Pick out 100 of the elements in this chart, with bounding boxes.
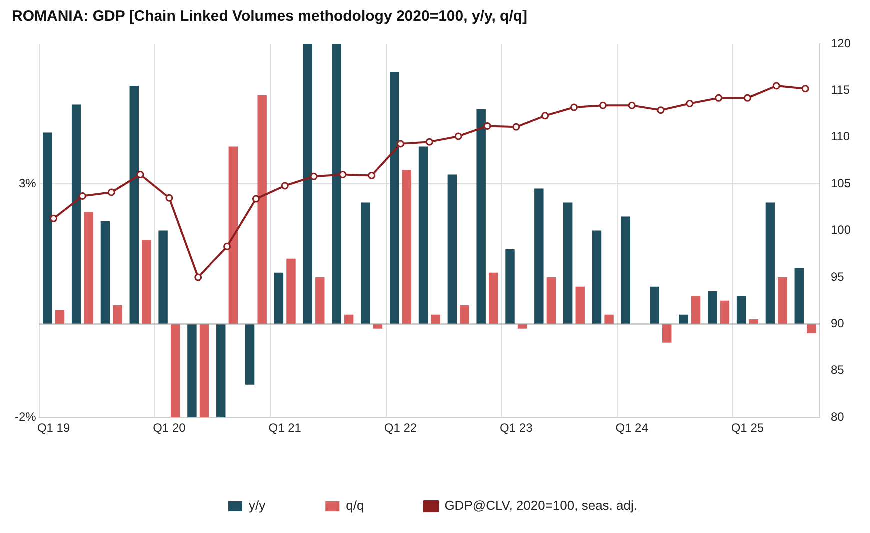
bar xyxy=(546,278,556,324)
bar xyxy=(303,44,312,324)
bar xyxy=(534,188,544,324)
point xyxy=(744,94,752,102)
x-tick-label: Q1 22 xyxy=(384,421,418,436)
y-tick-label: 3% xyxy=(18,176,37,190)
y2-tick-label: 85 xyxy=(830,363,845,378)
bar xyxy=(679,314,688,324)
bar xyxy=(332,44,342,324)
point xyxy=(194,274,202,282)
bar xyxy=(621,216,631,324)
bar xyxy=(766,202,776,324)
x-tick-label: Q1 21 xyxy=(268,421,302,436)
y-tick-label: -2% xyxy=(14,410,37,424)
chart-title: ROMANIA: GDP [Chain Linked Volumes methodology 2020=100, y/y, q/q] xyxy=(12,8,528,26)
bar xyxy=(460,306,470,324)
bar xyxy=(55,310,65,324)
bar xyxy=(245,324,255,385)
point xyxy=(166,194,174,202)
y2-tick-label: 115 xyxy=(830,83,850,98)
point xyxy=(252,195,260,203)
legend-label: GDP@CLV, 2020=100, seas. adj. xyxy=(444,498,638,514)
bar xyxy=(506,249,515,324)
bar xyxy=(228,146,238,324)
bar xyxy=(72,104,82,324)
y2-tick-label: 95 xyxy=(830,270,845,284)
x-tick-label: Q1 24 xyxy=(616,421,649,436)
point xyxy=(628,102,636,110)
bar xyxy=(188,324,197,418)
bar xyxy=(576,286,585,324)
bar xyxy=(807,324,816,334)
bar xyxy=(691,296,701,324)
bar xyxy=(650,286,660,324)
bar xyxy=(563,202,573,324)
bar xyxy=(84,212,94,324)
bar xyxy=(476,109,486,324)
bar xyxy=(604,314,614,324)
bar xyxy=(736,296,746,324)
bar xyxy=(286,258,296,324)
point xyxy=(136,171,144,179)
bar xyxy=(373,324,383,329)
legend-label: y/y xyxy=(249,498,266,514)
y2-tick-label: 110 xyxy=(830,130,850,144)
bar xyxy=(200,324,210,418)
bar xyxy=(592,230,602,324)
point xyxy=(368,172,376,180)
point xyxy=(484,122,492,130)
point xyxy=(686,100,694,108)
bar xyxy=(794,268,804,324)
point xyxy=(802,85,810,93)
bar xyxy=(316,278,325,324)
bar xyxy=(258,95,267,324)
point xyxy=(657,106,665,114)
bar xyxy=(708,292,718,324)
bar xyxy=(43,132,52,324)
bar xyxy=(489,272,498,324)
point xyxy=(281,182,289,190)
y2-tick-label: 105 xyxy=(830,176,852,190)
bar xyxy=(662,324,672,343)
x-tick-label: Q1 25 xyxy=(731,421,764,436)
point xyxy=(512,123,520,131)
bar xyxy=(216,324,226,418)
x-tick-label: Q1 20 xyxy=(153,421,186,436)
point xyxy=(715,94,723,102)
point xyxy=(599,102,607,110)
bar xyxy=(402,170,412,324)
point xyxy=(570,104,578,112)
bar xyxy=(778,278,788,324)
point xyxy=(454,132,462,140)
bar xyxy=(142,240,152,324)
point xyxy=(772,82,780,90)
bar xyxy=(130,86,139,324)
point xyxy=(542,112,550,120)
point xyxy=(224,242,232,250)
y2-tick-label: 90 xyxy=(830,316,845,331)
bar xyxy=(418,146,428,324)
bar xyxy=(448,174,458,324)
bar xyxy=(518,324,528,329)
bar xyxy=(361,202,370,324)
point xyxy=(108,188,116,196)
point xyxy=(50,214,58,222)
legend-label: q/q xyxy=(346,498,364,514)
bar xyxy=(113,306,122,324)
bar xyxy=(274,272,284,324)
x-tick-label: Q1 19 xyxy=(37,421,70,436)
point xyxy=(396,140,404,148)
bar xyxy=(431,314,440,324)
bar xyxy=(158,230,168,324)
y2-tick-label: 120 xyxy=(830,36,852,50)
point xyxy=(310,172,318,180)
y2-tick-label: 100 xyxy=(830,223,852,238)
bar xyxy=(720,300,730,324)
bar xyxy=(170,324,180,418)
point xyxy=(426,138,434,146)
x-tick-label: Q1 23 xyxy=(500,421,534,436)
point xyxy=(339,171,347,179)
point xyxy=(78,192,86,200)
bar xyxy=(100,221,110,324)
bar xyxy=(390,72,400,324)
y2-tick-label: 80 xyxy=(830,410,845,424)
